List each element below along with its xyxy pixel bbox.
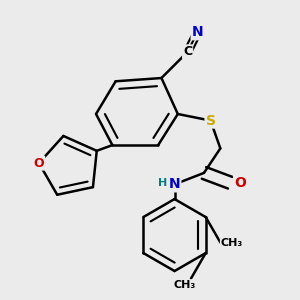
Text: CH₃: CH₃: [173, 280, 196, 290]
Text: N: N: [169, 177, 180, 191]
Text: O: O: [234, 176, 246, 190]
Text: C: C: [183, 45, 192, 58]
Text: O: O: [34, 157, 44, 169]
Text: S: S: [206, 114, 215, 128]
Text: N: N: [192, 25, 203, 39]
Text: H: H: [158, 178, 168, 188]
Text: CH₃: CH₃: [221, 238, 243, 248]
